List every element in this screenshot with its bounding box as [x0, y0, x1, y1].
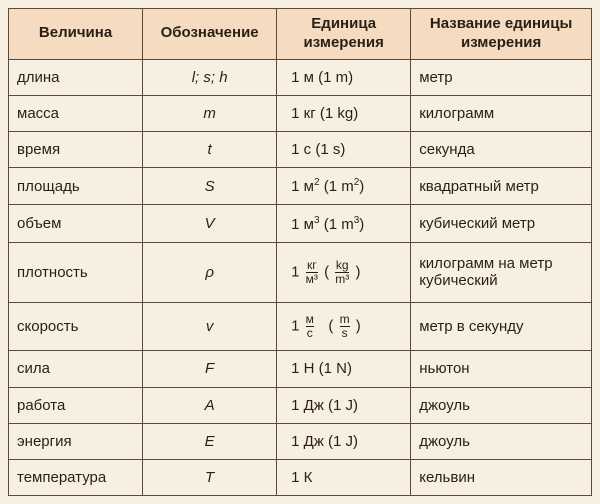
unit-close: ) [359, 216, 364, 233]
frac-num: m [340, 313, 350, 326]
frac-en: m s [340, 313, 350, 339]
cell-unit: 1 К [277, 459, 411, 495]
cell-unit: 1 кг м³ ( kg m³ ) [277, 242, 411, 302]
unit-ru: 1 м [291, 178, 314, 195]
frac-num: кг [306, 259, 318, 272]
unit-en: (1 m [320, 216, 354, 233]
cell-unit: 1 м3 (1 m3) [277, 205, 411, 243]
frac-num: м [306, 313, 314, 326]
col-unit: Единица измерения [277, 9, 411, 60]
table-row: длина l; s; h 1 м (1 m) метр [9, 59, 592, 95]
table-row: энергия E 1 Дж (1 J) джоуль [9, 423, 592, 459]
cell-name: квадратный метр [411, 167, 592, 205]
cell-unit: 1 с (1 s) [277, 131, 411, 167]
table-row: объем V 1 м3 (1 m3) кубический метр [9, 205, 592, 243]
table-row: работа A 1 Дж (1 J) джоуль [9, 387, 592, 423]
cell-name: килограмм [411, 95, 592, 131]
unit-lead: 1 [291, 264, 299, 281]
paren-close: ) [355, 264, 360, 281]
unit-close: ) [359, 178, 364, 195]
cell-quantity: масса [9, 95, 143, 131]
cell-symbol: S [143, 167, 277, 205]
cell-symbol: V [143, 205, 277, 243]
cell-unit: 1 кг (1 kg) [277, 95, 411, 131]
cell-quantity: плотность [9, 242, 143, 302]
frac-num: kg [335, 259, 349, 272]
cell-name: кельвин [411, 459, 592, 495]
cell-name: секунда [411, 131, 592, 167]
frac-ru: м с [306, 313, 314, 339]
frac-den: м³ [306, 272, 318, 286]
col-symbol: Обозначение [143, 9, 277, 60]
header-row: Величина Обозначение Единица измерения Н… [9, 9, 592, 60]
cell-unit: 1 м с ( m s ) [277, 302, 411, 351]
cell-symbol: A [143, 387, 277, 423]
cell-unit: 1 м2 (1 m2) [277, 167, 411, 205]
cell-symbol: F [143, 351, 277, 387]
table-row: сила F 1 Н (1 N) ньютон [9, 351, 592, 387]
cell-symbol: E [143, 423, 277, 459]
frac-ru: кг м³ [306, 259, 318, 285]
table-row: температура T 1 К кельвин [9, 459, 592, 495]
cell-symbol: m [143, 95, 277, 131]
cell-name: джоуль [411, 423, 592, 459]
cell-unit: 1 Дж (1 J) [277, 423, 411, 459]
frac-den: с [306, 326, 314, 340]
cell-symbol: l; s; h [143, 59, 277, 95]
paren-close: ) [356, 318, 361, 335]
table-row: время t 1 с (1 s) секунда [9, 131, 592, 167]
cell-symbol: ρ [143, 242, 277, 302]
cell-unit: 1 Н (1 N) [277, 351, 411, 387]
frac-en: kg m³ [335, 259, 349, 285]
paren-open: ( [320, 318, 333, 335]
unit-en: (1 m [320, 178, 354, 195]
cell-name: метр в секунду [411, 302, 592, 351]
cell-symbol: t [143, 131, 277, 167]
frac-den: s [340, 326, 350, 340]
cell-quantity: работа [9, 387, 143, 423]
table-container: Величина Обозначение Единица измерения Н… [0, 0, 600, 504]
cell-name: ньютон [411, 351, 592, 387]
cell-quantity: сила [9, 351, 143, 387]
cell-quantity: температура [9, 459, 143, 495]
col-unit-name: Название единицы измерения [411, 9, 592, 60]
cell-name: кубический метр [411, 205, 592, 243]
cell-symbol: T [143, 459, 277, 495]
cell-quantity: скорость [9, 302, 143, 351]
cell-quantity: время [9, 131, 143, 167]
col-quantity: Величина [9, 9, 143, 60]
frac-den: m³ [335, 272, 349, 286]
cell-unit: 1 м (1 m) [277, 59, 411, 95]
unit-lead: 1 [291, 318, 299, 335]
cell-quantity: энергия [9, 423, 143, 459]
cell-quantity: площадь [9, 167, 143, 205]
cell-name: килограмм на метр кубический [411, 242, 592, 302]
cell-quantity: объем [9, 205, 143, 243]
cell-name: джоуль [411, 387, 592, 423]
unit-ru: 1 м [291, 216, 314, 233]
table-row: площадь S 1 м2 (1 m2) квадратный метр [9, 167, 592, 205]
cell-quantity: длина [9, 59, 143, 95]
physics-units-table: Величина Обозначение Единица измерения Н… [8, 8, 592, 496]
cell-unit: 1 Дж (1 J) [277, 387, 411, 423]
table-row: скорость v 1 м с ( m s ) метр в секунду [9, 302, 592, 351]
cell-symbol: v [143, 302, 277, 351]
cell-name: метр [411, 59, 592, 95]
table-row: масса m 1 кг (1 kg) килограмм [9, 95, 592, 131]
table-row: плотность ρ 1 кг м³ ( kg m³ ) килограмм … [9, 242, 592, 302]
paren-open: ( [324, 264, 329, 281]
